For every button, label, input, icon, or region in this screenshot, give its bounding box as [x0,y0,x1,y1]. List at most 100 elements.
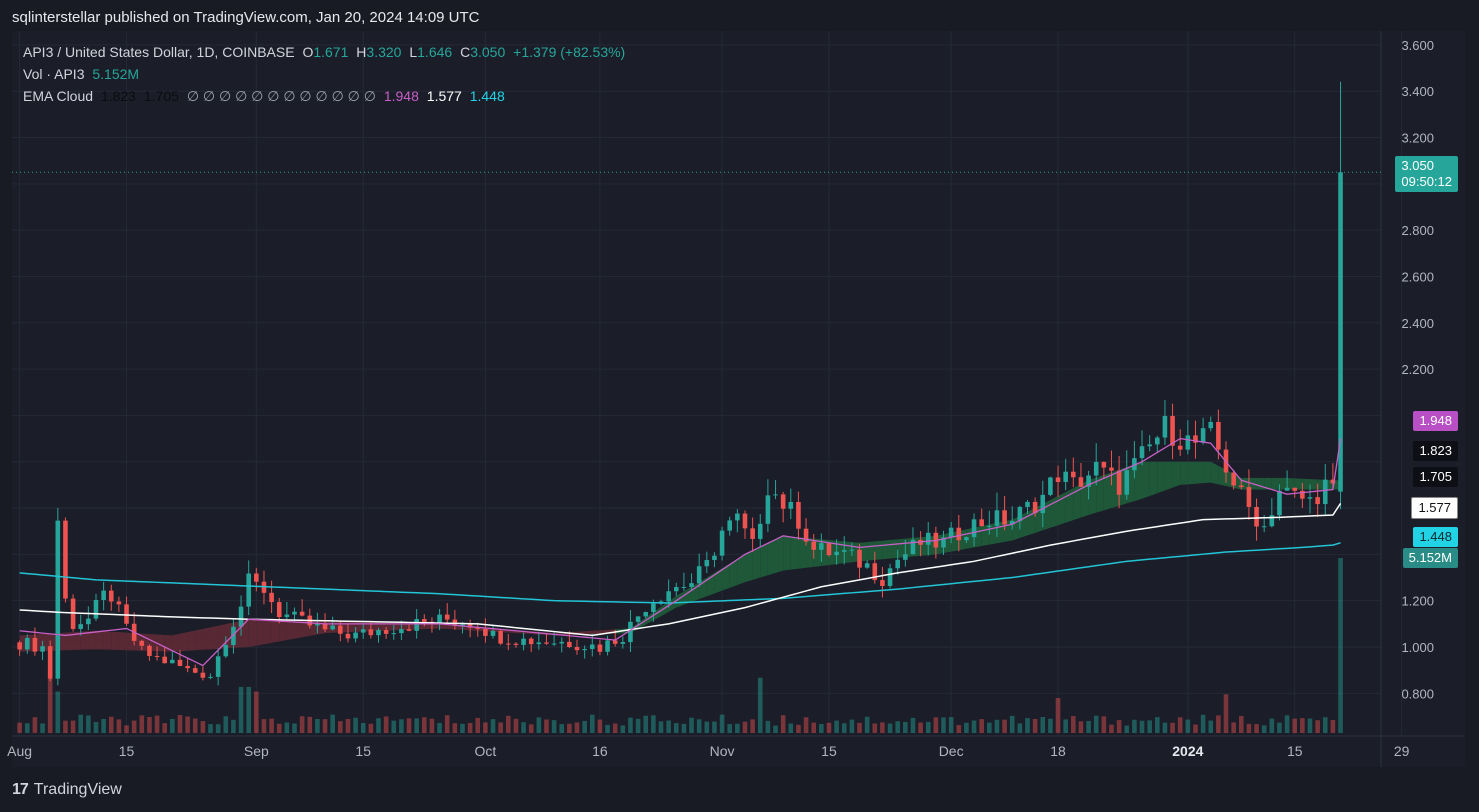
price-tick-label: 2.600 [1401,269,1434,284]
volume-tag: 5.152M [1402,548,1458,568]
volume-bar [444,715,450,733]
candle-body [903,554,908,560]
volume-bar [1254,724,1259,733]
candle-body [712,555,717,561]
volume-bar [513,718,519,733]
volume-value: 5.152M [92,66,140,82]
candle-body [528,638,534,645]
time-tick-label: Nov [710,743,735,759]
candle-body [1200,428,1206,443]
ema-cloud-segment [760,543,768,578]
volume-bar [1338,558,1343,733]
volume-bar [1048,718,1053,733]
volume-bar [192,718,198,733]
ema-cloud-segment [95,630,104,650]
candle-body [1216,421,1221,450]
volume-bar [1132,719,1137,733]
candle-body [1071,471,1076,478]
volume-bar [803,717,809,733]
candle-body [1322,479,1328,505]
ema-mid-tag: 1.577 [1411,497,1458,519]
volume-bar [1284,715,1290,733]
candle-body [1155,437,1160,445]
volume-bar [628,717,633,733]
candle-body [299,611,305,616]
candle-body [17,642,22,650]
candle-body [292,611,297,615]
volume-legend[interactable]: Vol · API3 5.152M [23,66,143,82]
candle-body [246,573,251,607]
candle-body [338,625,343,634]
time-tick-label: Oct [474,743,496,759]
volume-bar [1330,720,1336,733]
volume-bar [40,723,45,733]
time-tick-label: 2024 [1172,743,1203,759]
candle-body [780,494,786,509]
candle-body [910,539,916,555]
ema-value-1: 1.823 [100,88,136,104]
volume-bar [292,723,297,733]
volume-bar [223,716,229,733]
ema-cloud-segment [424,623,432,630]
volume-bar [536,717,542,733]
candle-body [750,528,755,539]
high-value: 3.320 [366,44,402,60]
volume-bar [1139,720,1145,733]
candle-body [284,614,290,618]
ema-cloud-segment [775,535,784,573]
candle-body [215,656,221,677]
ema-cloud-legend[interactable]: EMA Cloud 1.823 1.705 ∅ ∅ ∅ ∅ ∅ ∅ ∅ ∅ ∅ … [23,88,509,105]
candle-body [765,495,771,524]
volume-bar [86,715,91,733]
tradingview-footer[interactable]: 17 TradingView [12,781,122,799]
candle-body [1101,461,1107,468]
volume-bar [360,722,366,733]
candle-body [696,566,702,584]
ema-cloud-segment [88,630,96,650]
candle-body [170,659,175,664]
ema-cloud-segment [767,539,776,576]
candle-body [93,599,99,619]
candle-body [1093,461,1099,476]
ema-cloud-segment [744,550,753,583]
volume-bar [788,723,794,733]
volume-bar [544,719,549,733]
candle-body [628,621,633,643]
candle-body [864,563,870,568]
volume-bar [1155,717,1160,733]
volume-bar [574,722,580,733]
candle-body [1002,510,1007,525]
symbol-legend[interactable]: API3 / United States Dollar, 1D, COINBAS… [23,44,629,60]
ema-slow-tag: 1.448 [1413,527,1458,547]
ema-cloud-segment [1256,477,1265,490]
ema-cloud-segment [1157,461,1165,494]
ema-mid-line [19,503,1342,637]
time-tick-label: 29 [1394,743,1410,759]
low-label: L [409,44,418,60]
volume-bar [55,691,61,733]
volume-bar [1246,723,1252,733]
close-label: C [460,44,471,60]
candle-body [238,606,244,627]
volume-bar [964,722,969,733]
candle-body [1193,435,1198,443]
candle-body [872,563,878,581]
candle-body [1300,490,1305,499]
ema-cloud-segment [874,540,883,560]
ema-cloud-segment [867,541,875,561]
volume-bar [284,722,290,733]
volume-bar [406,718,412,733]
candle-body [24,637,30,650]
ema-cloud-segment [218,624,226,649]
candle-body [1009,521,1015,525]
ema-fast-tag: 1.948 [1413,411,1458,431]
candle-body [544,642,549,644]
ema-cloud-segment [202,627,211,650]
volume-bar [475,717,481,733]
volume-bar [994,719,1000,733]
volume-bar [345,718,351,733]
price-tick-label: 0.800 [1401,686,1434,701]
last-price-value: 3.050 [1401,158,1434,173]
candle-body [63,520,68,599]
